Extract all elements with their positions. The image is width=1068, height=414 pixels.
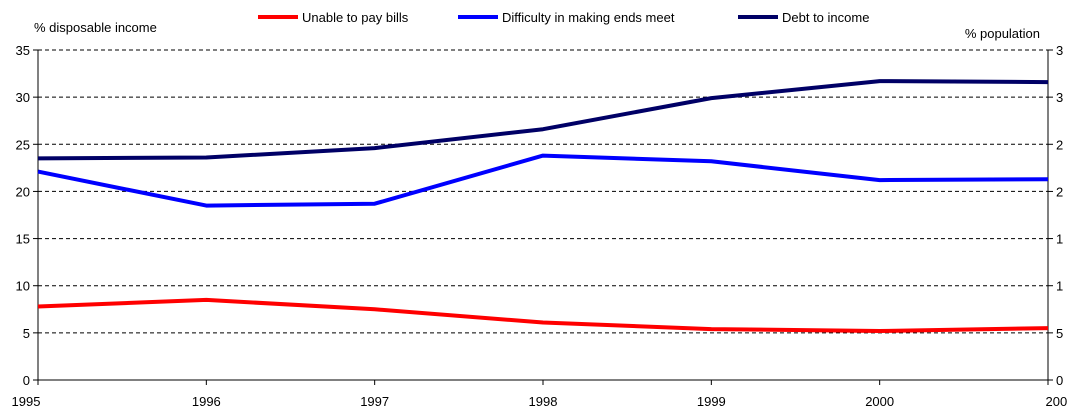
gridlines <box>38 49 1048 334</box>
y-left-tick-label: 20 <box>16 184 30 199</box>
y-right-tick-label: 3 <box>1056 90 1063 105</box>
y-left-tick-label: 5 <box>23 326 30 341</box>
y-right-tick-label: 3 <box>1056 43 1063 58</box>
y-left-tick-label: 10 <box>16 279 30 294</box>
legend-label: Unable to pay bills <box>302 10 409 25</box>
y-left-tick-label: 0 <box>23 373 30 388</box>
y-right-tick-label: 1 <box>1056 232 1063 247</box>
x-tick-label: 2000 <box>865 394 894 409</box>
legend-label: Difficulty in making ends meet <box>502 10 675 25</box>
x-tick-label: 1998 <box>529 394 558 409</box>
series-line-2 <box>37 79 1049 161</box>
axes: 0 5 10 15 20 25 30 35 0 5 1 1 2 2 3 3 1995 1996 1997 1998 19… <box>12 43 1068 409</box>
y-left-tick-label: 25 <box>16 137 30 152</box>
y-right-tick-label: 2 <box>1056 137 1063 152</box>
y-left-tick-label: 15 <box>16 232 30 247</box>
y-right-tick-label: 5 <box>1056 326 1063 341</box>
x-tick-label: 1995 <box>12 394 41 409</box>
x-tick-label: 1999 <box>697 394 726 409</box>
x-tick-label: 1996 <box>192 394 221 409</box>
legend-label: Debt to income <box>782 10 869 25</box>
y-right-tick-label: 0 <box>1056 373 1063 388</box>
x-tick-label: 2001 <box>1046 394 1068 409</box>
y-axis-left-label: % disposable income <box>34 20 157 35</box>
series-line-0 <box>37 297 1049 333</box>
y-left-tick-label: 30 <box>16 90 30 105</box>
y-right-tick-label: 1 <box>1056 279 1063 294</box>
legend: Unable to pay bills Difficulty in making … <box>258 10 869 25</box>
series-line-1 <box>37 153 1049 208</box>
y-right-tick-label: 2 <box>1056 184 1063 199</box>
x-tick-label: 1997 <box>360 394 389 409</box>
series-lines <box>37 79 1049 333</box>
y-axis-right-label: % population <box>965 26 1040 41</box>
y-left-tick-label: 35 <box>16 43 30 58</box>
